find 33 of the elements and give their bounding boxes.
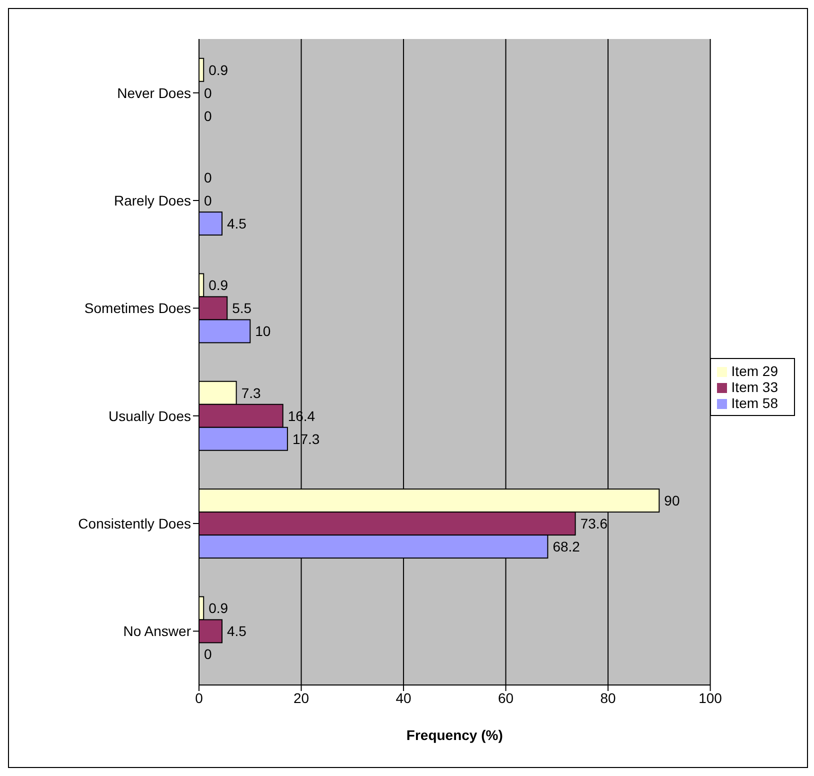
data-label: 0 xyxy=(204,646,212,662)
x-tick-label: 40 xyxy=(396,690,412,706)
data-label: 73.6 xyxy=(580,516,608,532)
data-label: 0.9 xyxy=(208,600,228,616)
data-label: 0.9 xyxy=(208,277,228,294)
y-tick-label: Consistently Does xyxy=(78,515,191,532)
data-label: 68.2 xyxy=(552,538,580,555)
bar xyxy=(199,212,223,236)
data-label: 0 xyxy=(204,192,212,209)
data-label: 0.9 xyxy=(208,62,228,78)
legend-label: Item 58 xyxy=(731,395,778,411)
x-tick-label: 80 xyxy=(600,690,616,706)
data-label: 5.5 xyxy=(232,300,252,316)
legend-label: Item 29 xyxy=(731,363,778,379)
legend-label: Item 33 xyxy=(731,379,778,395)
x-axis-title: Frequency (%) xyxy=(406,727,503,743)
y-tick-label: Rarely Does xyxy=(114,192,191,208)
data-label: 0 xyxy=(204,170,212,186)
data-label: 4.5 xyxy=(227,623,247,640)
y-tick-label: Sometimes Does xyxy=(84,300,191,316)
x-tick-label: 20 xyxy=(293,690,310,706)
data-label: 7.3 xyxy=(241,384,261,401)
x-tick-label: 0 xyxy=(195,690,204,706)
y-tick-label: Never Does xyxy=(117,84,191,101)
x-tick-label: 60 xyxy=(498,690,514,706)
data-label: 4.5 xyxy=(227,216,247,232)
data-label: 90 xyxy=(664,492,680,509)
data-label: 10 xyxy=(255,323,271,340)
x-tick-label: 100 xyxy=(698,690,722,706)
y-tick-label: Usually Does xyxy=(108,408,191,424)
data-label: 0 xyxy=(204,108,212,124)
y-tick-label: No Answer xyxy=(123,623,192,640)
data-label: 0 xyxy=(204,84,212,101)
